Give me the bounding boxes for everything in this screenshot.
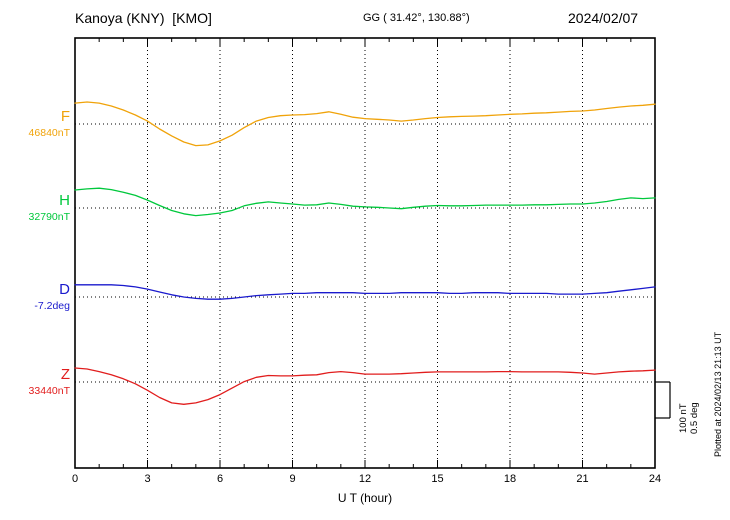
x-tick-label: 21 [576, 473, 589, 485]
channel-baseline-f: 46840nT [28, 127, 70, 139]
plot-date: 2024/02/07 [568, 10, 639, 26]
channel-label-z: Z 33440nT [0, 366, 70, 397]
x-tick-label: 0 [71, 473, 79, 485]
channel-baseline-d: -7.2deg [34, 300, 70, 312]
x-tick-label: 9 [289, 473, 296, 485]
plotted-at-note: Plotted at 2024/02/13 21:13 UT [713, 331, 723, 457]
trace-d [74, 284, 656, 300]
channel-baseline-h: 32790nT [28, 211, 70, 223]
scale-label-nt: 100 nT [678, 403, 689, 433]
x-tick-label: 3 [144, 473, 151, 485]
channel-letter-h: H [59, 192, 70, 209]
x-tick-label: 15 [431, 473, 444, 485]
station-title: Kanoya (KNY) [KMO] [75, 10, 212, 26]
geographic-coordinates: GG ( 31.42°, 130.88°) [363, 12, 470, 24]
channel-label-f: F 46840nT [0, 108, 70, 139]
trace-z [74, 367, 656, 405]
x-tick-label: 24 [648, 473, 662, 485]
x-tick-label: 6 [216, 473, 224, 485]
channel-letter-d: D [59, 281, 70, 298]
x-tick-label: 18 [503, 473, 517, 485]
channel-letter-z: Z [60, 366, 70, 383]
x-axis-label: U T (hour) [337, 491, 393, 505]
scale-label-deg: 0.5 deg [689, 402, 700, 434]
channel-label-d: D -7.2deg [0, 281, 70, 312]
channel-letter-f: F [60, 108, 70, 125]
channel-label-h: H 32790nT [0, 192, 70, 223]
trace-h [74, 187, 656, 217]
x-tick-label: 12 [358, 473, 372, 485]
channel-baseline-z: 33440nT [28, 385, 70, 397]
trace-f [74, 101, 656, 147]
